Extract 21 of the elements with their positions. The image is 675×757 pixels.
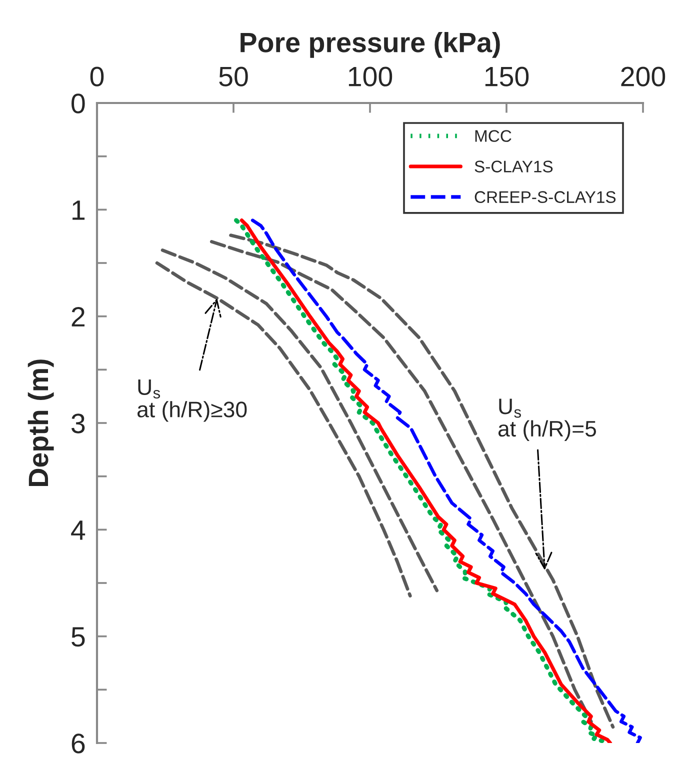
annotation: U$_{s}$ at (h/R)≥30 xyxy=(138,380,247,422)
annotation: U$_{s}$ at (h/R)=5 xyxy=(498,398,596,442)
y-tick-label: 4 xyxy=(71,520,86,540)
x-tick-label: 100 xyxy=(348,66,392,86)
y-tick-label: 6 xyxy=(72,734,85,754)
x-axis-title: Pore pressure (kPa) xyxy=(240,32,500,58)
y-tick-label: 3 xyxy=(72,414,85,434)
y-tick-label: 2 xyxy=(72,307,84,326)
legend-label: S-CLAY1S xyxy=(474,160,553,172)
x-tick-label: 150 xyxy=(485,66,529,86)
x-tick-label: 0 xyxy=(90,66,104,86)
line-series xyxy=(155,261,412,598)
y-tick-label: 0 xyxy=(72,94,85,114)
y-axis-title: Depth (m) xyxy=(28,360,54,486)
y-tick-label: 5 xyxy=(72,627,85,647)
x-tick-label: 50 xyxy=(219,66,248,86)
y-tick-label: 1 xyxy=(72,200,85,220)
legend-label: MCC xyxy=(475,130,512,142)
x-tick-label: 200 xyxy=(621,66,666,86)
line-series xyxy=(160,248,439,592)
legend-label: CREEP-S-CLAY1S xyxy=(474,191,616,203)
